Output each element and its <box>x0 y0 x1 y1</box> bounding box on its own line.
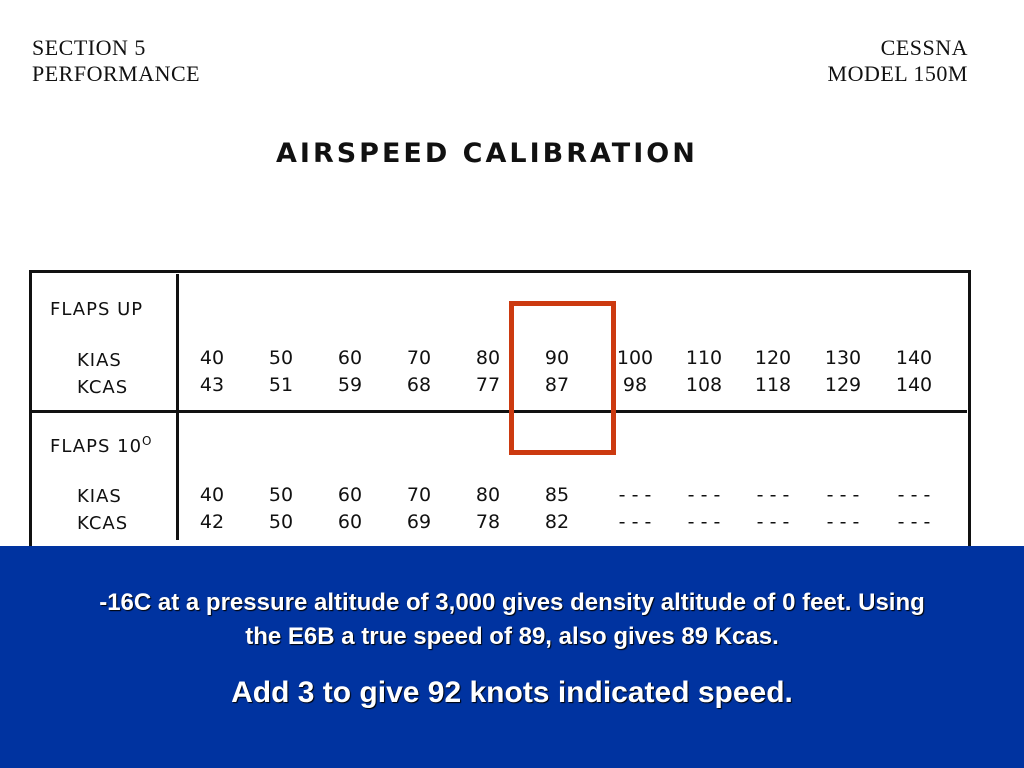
flaps-10-kcas-value: - - - <box>826 511 860 533</box>
table-row-divider <box>31 410 967 413</box>
page-title: AIRSPEED CALIBRATION <box>276 138 698 169</box>
flaps-up-kcas-value: 129 <box>824 374 862 396</box>
manufacturer: CESSNA <box>880 35 968 60</box>
flaps-10-kcas-value: 50 <box>268 511 294 533</box>
flaps-up-kias-value: 100 <box>616 347 654 369</box>
note-line-2: the E6B a true speed of 89, also gives 8… <box>245 623 779 650</box>
flaps-up-kias-value: 130 <box>824 347 862 369</box>
model-header: CESSNA MODEL 150M <box>828 35 968 87</box>
model-name: MODEL 150M <box>827 61 968 86</box>
flaps-up-kcas-value: 51 <box>268 374 294 396</box>
flaps-10-kcas-value: 42 <box>199 511 225 533</box>
note-emphasis: Add 3 to give 92 knots indicated speed. <box>231 676 793 709</box>
section-name: PERFORMANCE <box>32 61 201 86</box>
flaps-up-kcas-value: 43 <box>199 374 225 396</box>
flaps-10-kias-value: - - - <box>826 484 860 506</box>
table-column-divider <box>176 274 179 540</box>
flaps-up-kias-label: KIAS <box>77 350 122 371</box>
note-text: -16C at a pressure altitude of 3,000 giv… <box>0 586 1024 654</box>
flaps-up-kcas-value: 118 <box>754 374 792 396</box>
flaps-10-kias-value: 80 <box>475 484 501 506</box>
highlight-box <box>509 301 616 455</box>
flaps-10-kcas-value: 60 <box>337 511 363 533</box>
flaps-10-kcas-value: - - - <box>687 511 721 533</box>
flaps-up-kcas-value: 59 <box>337 374 363 396</box>
flaps-up-label: FLAPS UP <box>50 299 144 320</box>
flaps-10-kias-value: 70 <box>406 484 432 506</box>
flaps-10-kcas-value: - - - <box>618 511 652 533</box>
flaps-up-kcas-value: 87 <box>544 374 570 396</box>
note-line-1: -16C at a pressure altitude of 3,000 giv… <box>99 589 925 616</box>
flaps-10-kcas-value: 69 <box>406 511 432 533</box>
flaps-up-kcas-label: KCAS <box>77 377 129 398</box>
flaps-10-kcas-label: KCAS <box>77 513 129 534</box>
section-header: SECTION 5 PERFORMANCE <box>32 35 200 87</box>
flaps-up-kias-value: 140 <box>895 347 933 369</box>
flaps-10-kias-value: - - - <box>897 484 931 506</box>
flaps-up-kias-value: 80 <box>475 347 501 369</box>
flaps-10-label: FLAPS 10O <box>50 434 152 457</box>
flaps-10-kias-value: 85 <box>544 484 570 506</box>
flaps-up-kias-value: 70 <box>406 347 432 369</box>
flaps-up-kcas-value: 98 <box>622 374 648 396</box>
note-panel <box>0 546 1024 768</box>
flaps-up-kcas-value: 77 <box>475 374 501 396</box>
flaps-up-kcas-value: 140 <box>895 374 933 396</box>
flaps-10-kcas-value: 82 <box>544 511 570 533</box>
flaps-10-kias-value: - - - <box>756 484 790 506</box>
flaps-10-kias-value: 60 <box>337 484 363 506</box>
flaps-10-kias-value: - - - <box>687 484 721 506</box>
flaps-10-kcas-value: - - - <box>897 511 931 533</box>
flaps-10-kcas-value: 78 <box>475 511 501 533</box>
flaps-up-kias-value: 60 <box>337 347 363 369</box>
flaps-10-kias-label: KIAS <box>77 486 122 507</box>
flaps-up-kias-value: 110 <box>685 347 723 369</box>
degree-symbol: O <box>142 434 153 448</box>
flaps-up-kias-value: 120 <box>754 347 792 369</box>
flaps-10-kias-value: - - - <box>618 484 652 506</box>
calibration-table <box>29 270 971 573</box>
flaps-10-kias-value: 40 <box>199 484 225 506</box>
flaps-up-kcas-value: 68 <box>406 374 432 396</box>
flaps-up-kcas-value: 108 <box>685 374 723 396</box>
flaps-10-kias-value: 50 <box>268 484 294 506</box>
flaps-up-kias-value: 90 <box>544 347 570 369</box>
flaps-up-kias-value: 50 <box>268 347 294 369</box>
flaps-10-kcas-value: - - - <box>756 511 790 533</box>
flaps-up-kias-value: 40 <box>199 347 225 369</box>
section-number: SECTION 5 <box>32 35 146 60</box>
flaps-10-text: FLAPS 10 <box>50 436 143 457</box>
